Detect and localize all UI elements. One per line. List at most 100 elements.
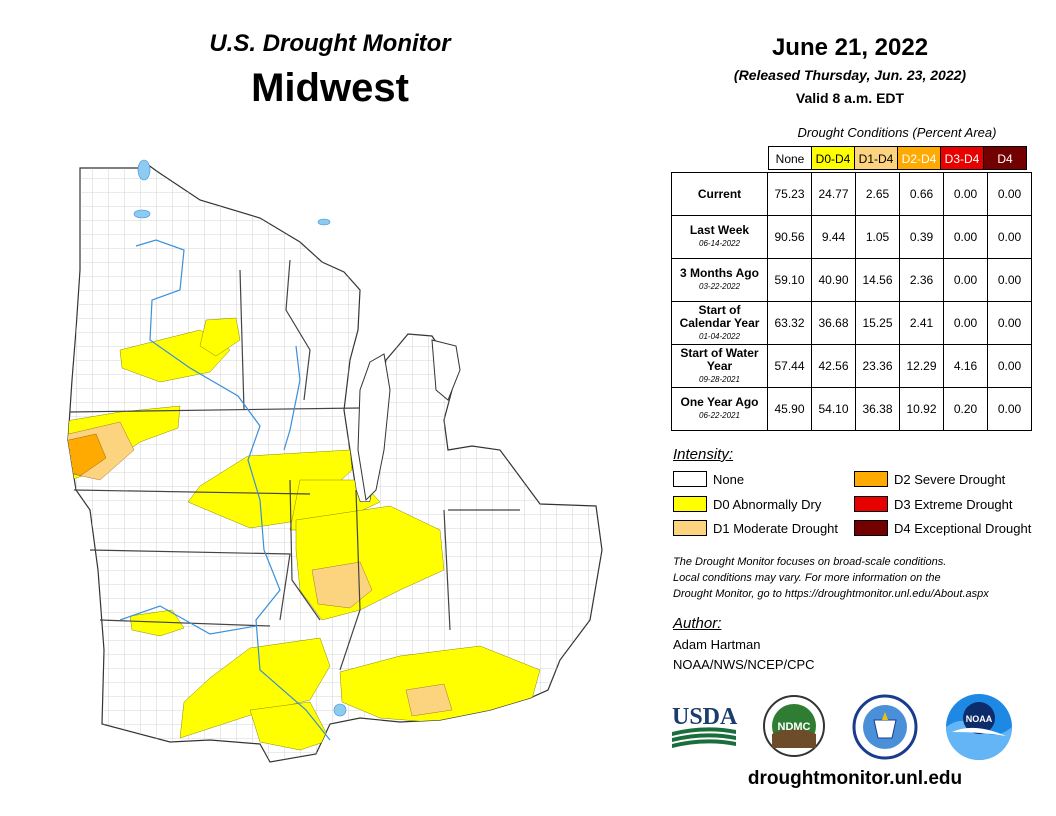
table-cell: 2.65 (855, 172, 900, 216)
col-label: D3-D4 (944, 152, 980, 166)
col-d3d4: D3-D4 (940, 146, 984, 170)
noaa-logo-icon: NOAA (946, 694, 1012, 760)
table-row: Start of Water Year 09-28-2021 57.44 42.56 2… (671, 344, 1032, 388)
legend-swatch (673, 520, 707, 536)
table-cell: 1.05 (855, 215, 900, 259)
valid-time: Valid 8 a.m. EDT (795, 90, 905, 106)
rivers (119, 239, 331, 741)
conditions-table: Current 75.23 24.77 2.65 0.66 0.00 0.00 Last We… (671, 172, 1032, 431)
table-cell: 0.00 (987, 215, 1032, 259)
legend-label: D4 Exceptional Drought (894, 520, 1032, 536)
row-label-text: One Year Ago (680, 395, 759, 409)
row-label-text: Current (697, 186, 742, 201)
legend-swatch (854, 520, 888, 536)
table-row: 3 Months Ago 03-22-2022 59.10 40.90 14.56 2.3… (671, 258, 1032, 302)
col-d1d4: D1-D4 (854, 146, 898, 170)
table-cell: 57.44 (767, 344, 812, 388)
legend-label: D1 Moderate Drought (713, 520, 839, 536)
usda-logo-icon: USDA (672, 704, 738, 748)
table-cell: 36.68 (811, 301, 856, 345)
land-area (67, 159, 603, 763)
row-label: Current (671, 172, 768, 216)
legend-label: D3 Extreme Drought (894, 496, 1013, 512)
table-row: One Year Ago 06-22-2021 45.90 54.10 36.38 10.… (671, 387, 1032, 431)
lakes (133, 159, 347, 717)
table-cell: 2.41 (899, 301, 944, 345)
table-cell: 0.00 (987, 301, 1032, 345)
region-title: Midwest (251, 66, 409, 110)
col-none: None (768, 146, 812, 170)
table-cell: 15.25 (855, 301, 900, 345)
legend-d0: D0 Abnormally Dry (673, 496, 821, 512)
table-cell: 10.92 (899, 387, 944, 431)
map-date: June 21, 2022 (771, 34, 929, 61)
row-label-date: 09-28-2021 (699, 374, 740, 384)
table-cell: 24.77 (811, 172, 856, 216)
nws-logo-icon (852, 694, 918, 760)
legend-swatch (673, 471, 707, 487)
table-cell: 63.32 (767, 301, 812, 345)
row-label-date: 06-22-2021 (699, 411, 740, 420)
col-label: D2-D4 (901, 152, 937, 166)
legend-swatch (673, 496, 707, 512)
col-label: D1-D4 (858, 152, 894, 166)
row-label: One Year Ago 06-22-2021 (671, 387, 768, 431)
row-label: Start of Water Year 09-28-2021 (671, 344, 768, 388)
col-d0d4: D0-D4 (811, 146, 855, 170)
table-cell: 0.00 (943, 301, 988, 345)
table-cell: 0.00 (943, 258, 988, 302)
table-cell: 2.36 (899, 258, 944, 302)
noaa-text: NOAA (966, 714, 993, 724)
table-cell: 9.44 (811, 215, 856, 259)
note-line: Local conditions may vary. For more info… (673, 572, 941, 584)
table-cell: 90.56 (767, 215, 812, 259)
row-label: 3 Months Ago 03-22-2022 (671, 258, 768, 302)
author-org: NOAA/NWS/NCEP/CPC (673, 657, 815, 672)
table-row: Last Week 06-14-2022 90.56 9.44 1.05 0.39 0.00… (671, 215, 1032, 259)
note-line: The Drought Monitor focuses on broad-sca… (673, 556, 947, 568)
table-cell: 40.90 (811, 258, 856, 302)
legend-d4: D4 Exceptional Drought (854, 520, 1031, 536)
legend-label: None (713, 471, 745, 487)
legend-d3: D3 Extreme Drought (854, 496, 1013, 512)
table-cell: 14.56 (855, 258, 900, 302)
website-url[interactable]: droughtmonitor.unl.edu (747, 768, 963, 789)
table-cell: 45.90 (767, 387, 812, 431)
row-label-date: 06-14-2022 (699, 239, 740, 248)
table-cell: 0.00 (987, 258, 1032, 302)
col-label: None (775, 152, 805, 166)
ndmc-logo-icon: NDMC (763, 695, 825, 757)
row-label-text: Start of Calendar Year (679, 302, 760, 330)
legend-label: D2 Severe Drought (894, 471, 1006, 487)
row-label: Last Week 06-14-2022 (671, 215, 768, 259)
table-cell: 54.10 (811, 387, 856, 431)
row-label-date: 03-22-2022 (699, 282, 740, 291)
legend-label: D0 Abnormally Dry (713, 496, 822, 512)
row-label-date: 01-04-2022 (699, 331, 740, 341)
legend-swatch (854, 471, 888, 487)
table-cell: 0.00 (943, 172, 988, 216)
legend-d2: D2 Severe Drought (854, 471, 1005, 487)
great-lakes (357, 339, 461, 502)
col-label: D4 (997, 152, 1013, 166)
table-cell: 0.20 (943, 387, 988, 431)
row-label-text: 3 Months Ago (680, 266, 759, 280)
table-cell: 0.00 (987, 387, 1032, 431)
table-caption: Drought Conditions (Percent Area) (797, 125, 997, 140)
col-d4: D4 (983, 146, 1027, 170)
table-cell: 12.29 (899, 344, 944, 388)
legend-swatch (854, 496, 888, 512)
table-cell: 0.00 (987, 172, 1032, 216)
legend-d1: D1 Moderate Drought (673, 520, 838, 536)
usda-text: USDA (672, 704, 738, 730)
row-label: Start of Calendar Year 01-04-2022 (671, 301, 768, 345)
table-cell: 0.66 (899, 172, 944, 216)
table-cell: 0.39 (899, 215, 944, 259)
table-row: Current 75.23 24.77 2.65 0.66 0.00 0.00 (671, 172, 1032, 216)
disclaimer-note: The Drought Monitor focuses on broad-sca… (673, 554, 1043, 602)
author-name: Adam Hartman (673, 637, 761, 652)
drought-map (67, 159, 603, 763)
legend-title: Intensity: (673, 446, 734, 463)
table-cell: 75.23 (767, 172, 812, 216)
ndmc-text: NDMC (778, 721, 811, 733)
